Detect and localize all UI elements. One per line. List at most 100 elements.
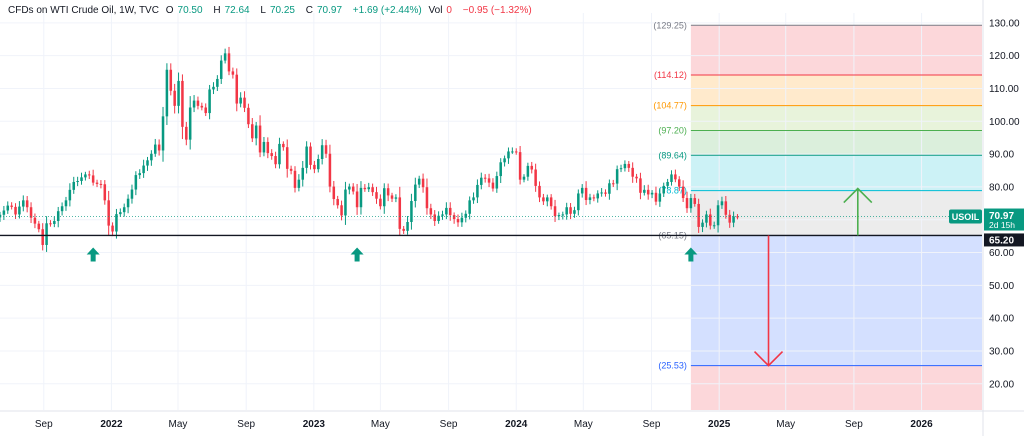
candle [382, 183, 386, 214]
candle [367, 182, 370, 193]
candle-body [324, 145, 328, 154]
candle [177, 72, 180, 114]
candle [615, 165, 619, 191]
candle-body [348, 186, 351, 190]
candle-body [608, 183, 611, 194]
candle [530, 161, 534, 174]
candle [483, 174, 487, 183]
candle [425, 178, 429, 215]
candle-body [736, 216, 739, 218]
support-price-badge[interactable]: 65.20 [984, 233, 1024, 247]
candle-body [49, 223, 52, 225]
candle [309, 142, 312, 170]
ohlc-open: O 70.50 [166, 5, 207, 16]
volume: Vol 0 [429, 5, 456, 16]
candle [247, 103, 250, 129]
candle [282, 141, 285, 151]
candle-body [650, 192, 654, 195]
candle [56, 206, 60, 228]
candle-body [122, 207, 126, 213]
vol-change: −0.95 (−1.32%) [462, 5, 532, 16]
candle [243, 91, 246, 113]
candles [0, 46, 739, 252]
candle-body [402, 228, 405, 231]
price-tick-label: 20.00 [989, 379, 1014, 390]
arrow-head [843, 187, 873, 204]
candle [596, 190, 600, 203]
candle [674, 169, 677, 183]
candle-body [25, 200, 29, 208]
fib-zone [690, 155, 982, 191]
candle [441, 210, 444, 220]
candle-body [643, 189, 646, 193]
candle-body [332, 186, 336, 200]
candle-body [95, 182, 99, 184]
candle [584, 181, 588, 206]
candle-body [317, 159, 320, 170]
candle [138, 169, 141, 179]
candle-body [181, 80, 184, 127]
candle-body [371, 187, 374, 193]
candle [697, 198, 700, 233]
candle-body [584, 187, 588, 201]
candle [677, 176, 681, 191]
candle-body [165, 69, 169, 117]
candle [115, 208, 118, 239]
candle [417, 175, 421, 189]
candle-body [278, 143, 281, 165]
candle [398, 186, 402, 236]
close-label: C [305, 5, 313, 16]
candle-body [553, 206, 557, 217]
candle-body [223, 53, 227, 61]
candle [573, 206, 576, 218]
candle [526, 162, 530, 181]
candle [37, 220, 41, 233]
candle-body [134, 175, 138, 190]
candle-body [546, 197, 549, 202]
fib-level-label: (25.53) [658, 361, 687, 371]
symbol-title[interactable]: CFDs on WTI Crude Oil, 1W, TVC [8, 5, 159, 16]
candle-body [204, 107, 207, 114]
candle [503, 155, 506, 167]
candle [340, 200, 343, 221]
candle [297, 174, 301, 192]
candle [22, 195, 25, 212]
time-tick-label: Sep [440, 419, 458, 430]
price-tick-label: 50.00 [989, 281, 1014, 292]
time-tick-label: May [169, 419, 188, 430]
candle-body [460, 217, 464, 223]
candle-body [697, 203, 700, 227]
candle-body [421, 178, 425, 188]
candle-body [557, 215, 561, 217]
fib-level-label: (114.12) [654, 70, 687, 80]
symbol-badge[interactable]: USOIL [949, 209, 982, 224]
fib-level-label: (78.87) [658, 186, 687, 196]
candle [588, 193, 592, 205]
candle [635, 173, 638, 183]
candle-body [612, 183, 615, 185]
candle-body [84, 174, 87, 178]
candle [320, 139, 324, 165]
candle [305, 141, 308, 174]
candle-body [88, 174, 91, 176]
candle [192, 95, 196, 113]
candle-body [188, 107, 192, 140]
candle-body [76, 180, 79, 182]
candle-body [379, 198, 382, 207]
candle [538, 181, 541, 203]
candle-body [627, 163, 631, 168]
candle-body [495, 176, 499, 189]
candle [499, 158, 502, 184]
candle [196, 96, 200, 110]
candle [650, 190, 654, 199]
candle [670, 170, 673, 186]
price-tick-label: 80.00 [989, 182, 1014, 193]
candle-body [142, 165, 145, 174]
candle [507, 147, 510, 164]
candle [165, 63, 169, 125]
candle [122, 203, 126, 217]
low-value: 70.25 [269, 5, 295, 16]
